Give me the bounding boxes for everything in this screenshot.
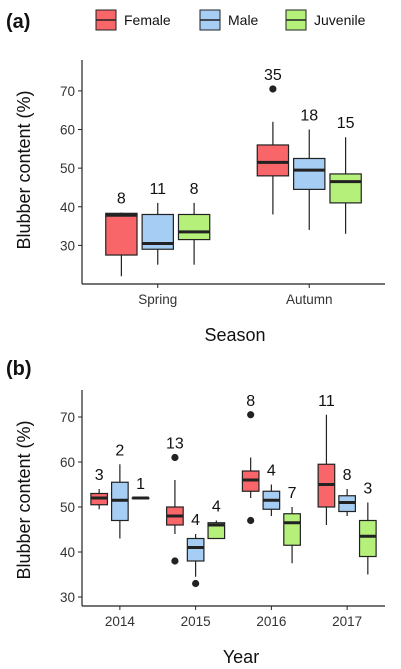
y-tick-label: 40 [60,200,75,215]
sample-size-label: 4 [191,512,200,529]
sample-size-label: 11 [318,393,335,410]
y-tick-label: 60 [60,123,75,138]
panel-b-label: (b) [6,358,32,380]
y-tick-label: 40 [60,545,75,560]
x-tick-label: Spring [138,292,177,307]
x-tick-label: 2017 [332,614,362,629]
x-tick-label: 2016 [256,614,286,629]
box-body [283,513,301,546]
sample-size-label: 8 [117,191,126,208]
box-outlier [171,453,179,462]
x-tick-label: Autumn [286,292,333,307]
sample-size-label: 18 [300,108,318,125]
sample-size-label: 15 [337,115,355,132]
panel-a-plot: 30 40 50 60 70 Spring Autumn 8 35 11 18 8 15 [60,60,385,307]
y-tick-label: 70 [60,410,75,425]
legend: Female Male Juvenile [95,9,366,31]
legend-label-juvenile: Juvenile [314,12,366,28]
sample-size-label: 13 [166,436,184,453]
x-tick-label: 2014 [105,614,136,629]
box-body [329,173,362,204]
sample-size-label: 11 [149,181,166,198]
box-body [186,537,205,562]
box-body [177,213,211,241]
sample-size-label: 2 [115,442,124,459]
box-body [358,519,377,558]
box-outlier [247,516,255,525]
box-body [256,144,290,177]
box-outlier [269,85,277,93]
panel-b-x-axis-title: Year [223,647,259,667]
sample-size-label: 3 [363,481,372,498]
y-tick-label: 30 [60,238,75,253]
panel-a-y-axis-title: Blubber content (%) [14,90,34,249]
box-body [105,212,138,256]
box-body [293,157,326,190]
panel-b-y-axis-title: Blubber content (%) [14,420,34,579]
y-tick-label: 70 [60,84,75,99]
panel-a-label: (a) [6,11,30,33]
box-outlier [247,411,255,419]
box-outlier [171,557,179,565]
sample-size-label: 4 [267,463,276,480]
y-tick-label: 30 [60,590,75,605]
y-tick-label: 50 [60,161,75,176]
legend-label-female: Female [124,12,171,28]
sample-size-label: 1 [136,476,145,493]
box-body [207,522,226,540]
box-outlier [192,579,200,588]
panel-a-x-axis-title: Season [204,325,265,345]
sample-size-label: 4 [212,499,221,516]
sample-size-label: 8 [343,467,352,484]
sample-size-label: 35 [264,67,282,84]
legend-label-male: Male [228,12,259,28]
sample-size-label: 8 [190,181,199,198]
y-tick-label: 50 [60,500,75,515]
y-tick-label: 60 [60,455,75,470]
x-tick-label: 2015 [181,614,211,629]
sample-size-label: 7 [288,485,297,502]
sample-size-label: 3 [95,467,104,484]
sample-size-label: 8 [246,393,255,410]
